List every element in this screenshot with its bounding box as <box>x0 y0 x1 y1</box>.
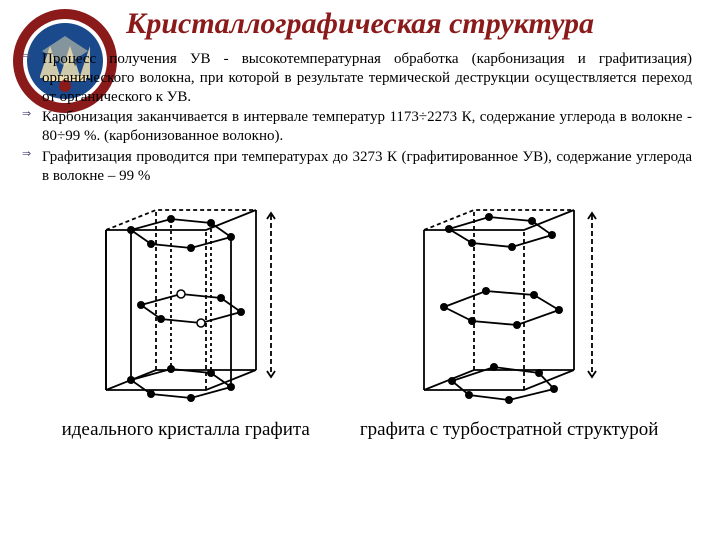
paragraph: Процесс получения УВ - высокотемпературн… <box>28 50 692 106</box>
paragraph: Графитизация проводится при температурах… <box>28 148 692 186</box>
figures-row: идеального кристалла графита <box>0 195 720 441</box>
lattice-turbostratic-icon <box>394 195 624 415</box>
paragraph: Карбонизация заканчивается в интервале т… <box>28 108 692 146</box>
body-text: Процесс получения УВ - высокотемпературн… <box>0 42 720 185</box>
figure-left: идеального кристалла графита <box>62 195 310 441</box>
figure-right-caption: графита с турбостратной структурой <box>360 419 659 441</box>
figure-left-caption: идеального кристалла графита <box>62 419 310 441</box>
figure-right: графита с турбостратной структурой <box>360 195 659 441</box>
lattice-ideal-icon <box>71 195 301 415</box>
